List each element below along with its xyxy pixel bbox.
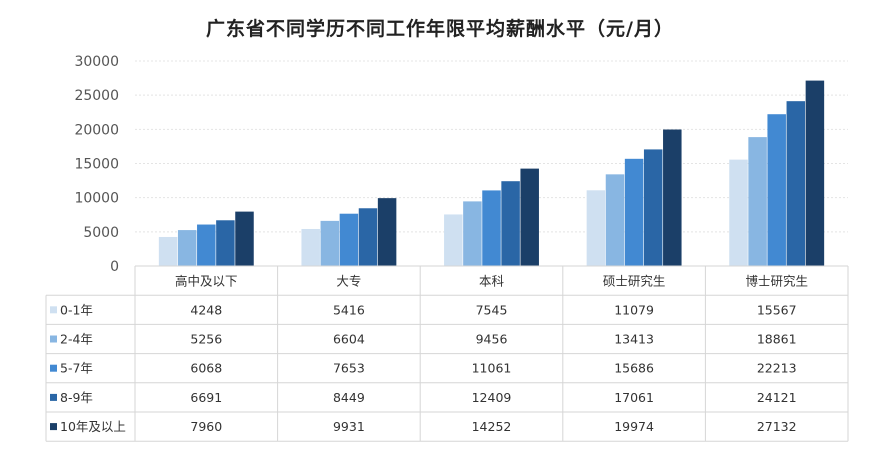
category-label: 本科 [479, 274, 505, 289]
table-cell-value: 15567 [757, 302, 797, 317]
bar [586, 190, 606, 266]
table-cell-value: 18861 [757, 332, 797, 347]
legend-swatch [50, 306, 57, 314]
bar [320, 220, 340, 266]
y-tick-label: 20000 [74, 122, 119, 138]
series-label: 8-9年 [60, 390, 93, 405]
bar [235, 211, 254, 266]
table-cell-value: 6604 [333, 332, 365, 347]
series-label: 5-7年 [60, 361, 93, 376]
table-cell-value: 5416 [333, 302, 365, 317]
bar [339, 213, 359, 266]
legend-swatch [50, 393, 57, 401]
bar [748, 137, 767, 266]
table-cell-value: 4248 [190, 302, 222, 317]
category-label: 硕士研究生 [603, 274, 666, 289]
y-tick-label: 0 [110, 259, 119, 275]
category-label: 大专 [336, 274, 361, 289]
bars [158, 80, 825, 267]
bar [805, 80, 825, 267]
y-tick-label: 10000 [74, 191, 119, 207]
bar [216, 220, 235, 266]
table-cell-value: 7960 [190, 419, 222, 434]
bar [197, 224, 216, 266]
bar [501, 181, 520, 266]
y-tick-label: 30000 [74, 54, 119, 70]
table-cell-value: 12409 [472, 390, 512, 405]
table-cell-value: 14252 [472, 419, 512, 434]
table-cell-value: 9456 [476, 332, 508, 347]
legend-swatch [50, 335, 57, 343]
bar [786, 101, 806, 267]
table-cell-value: 15686 [614, 361, 654, 376]
table-cell-value: 8449 [333, 390, 365, 405]
table-cell-value: 17061 [614, 390, 654, 405]
table-cell-value: 27132 [757, 419, 797, 434]
category-label: 博士研究生 [745, 274, 808, 289]
table-cell-value: 13413 [614, 332, 654, 347]
bar [624, 158, 644, 266]
bar [482, 190, 501, 266]
bar [605, 174, 625, 266]
table-cell-value: 6068 [190, 361, 222, 376]
category-label: 高中及以下 [175, 274, 238, 289]
bar [301, 228, 320, 266]
bar [663, 129, 682, 266]
bar [520, 168, 539, 266]
bar [444, 214, 463, 266]
bar [177, 230, 197, 266]
table-cell-value: 6691 [190, 390, 222, 405]
data-table: 高中及以下 大专 本科 硕士研究生 博士研究生 0-1年 4248 5416 7545 11079… [45, 265, 849, 442]
table-cell-value: 7653 [333, 361, 365, 376]
table-cell-value: 22213 [757, 361, 797, 376]
table-cell-value: 5256 [190, 332, 222, 347]
table-cell-value: 11079 [614, 302, 654, 317]
y-tick-label: 25000 [74, 88, 119, 104]
bar [358, 208, 378, 266]
y-tick-label: 5000 [83, 225, 119, 241]
legend-swatch [50, 423, 57, 431]
table-cell-value: 19974 [614, 419, 654, 434]
table-cell-value: 24121 [757, 390, 797, 405]
bar [729, 159, 748, 266]
bar [767, 114, 786, 266]
legend-swatch [50, 364, 57, 372]
y-axis: 0 5000 10000 15000 20000 25000 30000 [74, 54, 119, 275]
table-cell-value: 11061 [472, 361, 512, 376]
series-label: 2-4年 [60, 332, 93, 347]
table-cell-value: 7545 [476, 302, 508, 317]
bar [377, 198, 397, 266]
bar [158, 236, 178, 266]
series-label: 10年及以上 [60, 419, 126, 434]
y-tick-label: 15000 [74, 157, 119, 173]
bar [463, 201, 482, 266]
table-cell-value: 9931 [333, 419, 365, 434]
bar [643, 149, 663, 266]
chart-title: 广东省不同学历不同工作年限平均薪酬水平（元/月） [206, 18, 674, 40]
series-label: 0-1年 [60, 302, 93, 317]
